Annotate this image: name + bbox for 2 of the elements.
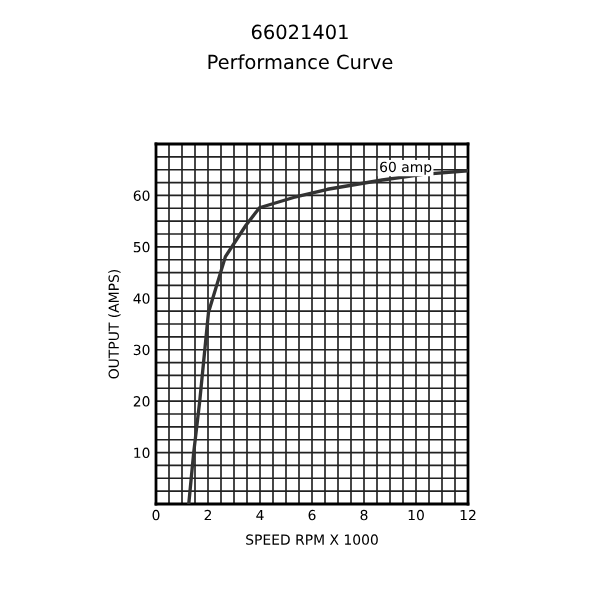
chart-subtitle: Performance Curve xyxy=(208,54,393,70)
chart-title: 66021401 xyxy=(251,24,348,40)
